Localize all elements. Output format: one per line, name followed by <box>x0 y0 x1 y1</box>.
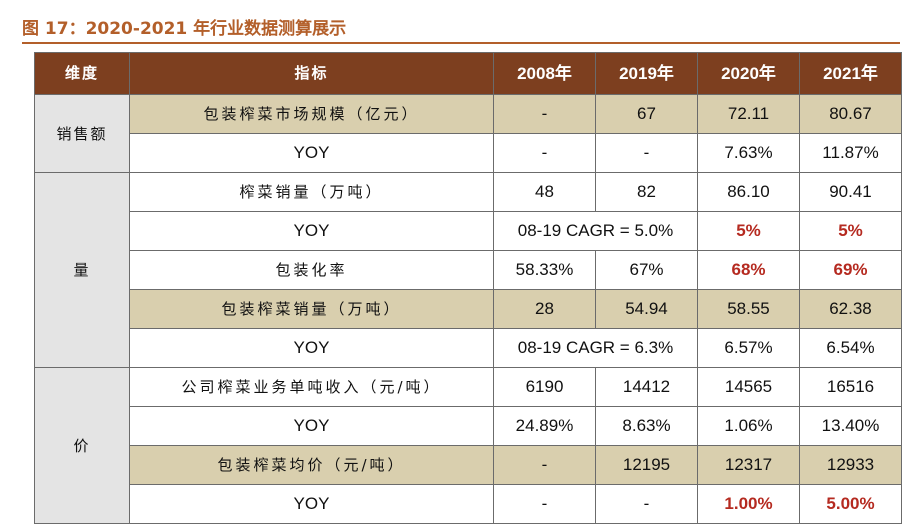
dimension-volume: 量 <box>34 172 130 368</box>
industry-data-table: 维度 指标 2008年 2019年 2020年 2021年 销售额 包装榨菜市场… <box>34 52 902 524</box>
table-row: YOY - - 7.63% 11.87% <box>35 133 902 173</box>
value-2021: 12933 <box>799 445 902 485</box>
header-dimension: 维度 <box>34 52 130 95</box>
value-2020: 86.10 <box>697 172 800 212</box>
value-2019: - <box>595 133 698 173</box>
table-row: YOY 24.89% 8.63% 1.06% 13.40% <box>35 406 902 446</box>
title-divider <box>22 42 900 44</box>
value-2008: - <box>493 445 596 485</box>
table-header-row: 维度 指标 2008年 2019年 2020年 2021年 <box>34 52 902 95</box>
value-2019: 14412 <box>595 367 698 407</box>
value-2020: 14565 <box>697 367 800 407</box>
value-2021: 11.87% <box>799 133 902 173</box>
value-2020: 68% <box>697 250 800 290</box>
table-row: 销售额 包装榨菜市场规模（亿元） - 67 72.11 80.67 <box>34 94 902 173</box>
value-2021: 13.40% <box>799 406 902 446</box>
value-2021: 90.41 <box>799 172 902 212</box>
value-2020: 6.57% <box>697 328 800 368</box>
value-2021: 16516 <box>799 367 902 407</box>
value-2008: 24.89% <box>493 406 596 446</box>
indicator-cell: 包装榨菜市场规模（亿元） <box>129 94 494 134</box>
value-2008: 48 <box>493 172 596 212</box>
indicator-cell: 包装化率 <box>129 250 494 290</box>
table-row: 包装榨菜均价（元/吨） - 12195 12317 12933 <box>35 445 902 485</box>
indicator-cell: YOY <box>129 133 494 173</box>
indicator-cell: 包装榨菜均价（元/吨） <box>129 445 494 485</box>
header-2020: 2020年 <box>697 52 800 95</box>
figure-title: 图 17：2020-2021 年行业数据测算展示 <box>22 19 347 39</box>
value-2020: 1.06% <box>697 406 800 446</box>
value-2019: 8.63% <box>595 406 698 446</box>
dimension-price: 价 <box>34 367 130 524</box>
table-row: YOY 08-19 CAGR = 5.0% 5% 5% <box>35 211 902 251</box>
indicator-cell: YOY <box>129 211 494 251</box>
value-2020: 1.00% <box>697 484 800 524</box>
value-2019: - <box>595 484 698 524</box>
indicator-cell: YOY <box>129 484 494 524</box>
indicator-cell: YOY <box>129 406 494 446</box>
indicator-cell: 包装榨菜销量（万吨） <box>129 289 494 329</box>
value-2021: 69% <box>799 250 902 290</box>
indicator-cell: YOY <box>129 328 494 368</box>
header-2019: 2019年 <box>595 52 698 95</box>
value-2020: 58.55 <box>697 289 800 329</box>
header-2021: 2021年 <box>799 52 902 95</box>
value-2021: 5.00% <box>799 484 902 524</box>
value-2021: 62.38 <box>799 289 902 329</box>
value-2019: 12195 <box>595 445 698 485</box>
value-2008: 58.33% <box>493 250 596 290</box>
value-2008: - <box>493 133 596 173</box>
cagr-merged-cell: 08-19 CAGR = 5.0% <box>493 211 698 251</box>
dimension-sales: 销售额 <box>34 94 130 173</box>
indicator-cell: 榨菜销量（万吨） <box>129 172 494 212</box>
table-row: 包装化率 58.33% 67% 68% 69% <box>35 250 902 290</box>
value-2019: 54.94 <box>595 289 698 329</box>
value-2008: - <box>493 94 596 134</box>
value-2020: 12317 <box>697 445 800 485</box>
value-2008: 6190 <box>493 367 596 407</box>
table-row: 价 公司榨菜业务单吨收入（元/吨） 6190 14412 14565 16516 <box>34 367 902 524</box>
value-2008: 28 <box>493 289 596 329</box>
header-2008: 2008年 <box>493 52 596 95</box>
table-row: YOY 08-19 CAGR = 6.3% 6.57% 6.54% <box>35 328 902 368</box>
value-2021: 5% <box>799 211 902 251</box>
value-2019: 82 <box>595 172 698 212</box>
table-row: 量 榨菜销量（万吨） 48 82 86.10 90.41 <box>34 172 902 368</box>
value-2020: 7.63% <box>697 133 800 173</box>
table-row: YOY - - 1.00% 5.00% <box>35 484 902 524</box>
indicator-cell: 公司榨菜业务单吨收入（元/吨） <box>129 367 494 407</box>
cagr-merged-cell: 08-19 CAGR = 6.3% <box>493 328 698 368</box>
header-indicator: 指标 <box>129 52 494 95</box>
value-2021: 80.67 <box>799 94 902 134</box>
value-2020: 5% <box>697 211 800 251</box>
value-2008: - <box>493 484 596 524</box>
value-2020: 72.11 <box>697 94 800 134</box>
table-row: 包装榨菜销量（万吨） 28 54.94 58.55 62.38 <box>35 289 902 329</box>
value-2019: 67% <box>595 250 698 290</box>
value-2021: 6.54% <box>799 328 902 368</box>
value-2019: 67 <box>595 94 698 134</box>
